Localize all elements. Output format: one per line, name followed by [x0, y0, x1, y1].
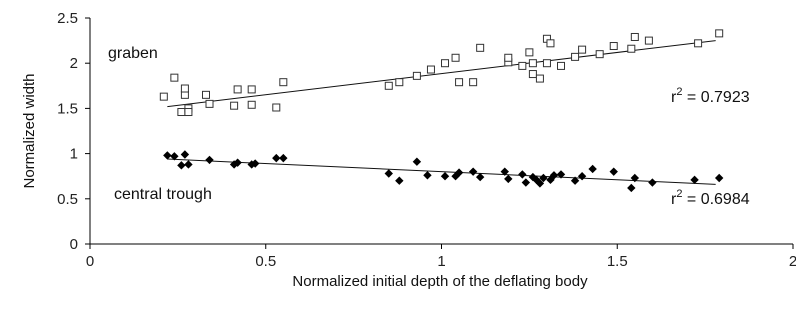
- x-tick-label: 2: [789, 253, 796, 270]
- graben-point: [205, 99, 214, 108]
- x-tick-label: 1.5: [607, 253, 628, 270]
- series-label-central-trough: central trough: [114, 186, 212, 203]
- graben-point: [412, 71, 421, 80]
- graben-point: [455, 78, 464, 87]
- graben-point: [518, 61, 527, 70]
- graben-point: [578, 45, 587, 54]
- central-trough-point: [205, 155, 214, 165]
- y-axis-title: Normalized width: [21, 73, 38, 188]
- central-trough-point: [690, 175, 699, 185]
- r2-label-graben: r2 = 0.7923: [671, 86, 750, 106]
- central-trough-point: [468, 167, 478, 176]
- graben-point: [247, 100, 256, 109]
- central-trough-point: [627, 183, 636, 193]
- graben-point: [395, 78, 404, 87]
- y-tick-label: 1.5: [57, 100, 78, 117]
- graben-point: [535, 74, 544, 83]
- graben-point: [546, 39, 555, 48]
- graben-point: [272, 103, 281, 112]
- graben-point: [571, 52, 580, 61]
- axes: [89, 18, 793, 245]
- central-trough-point: [556, 170, 566, 179]
- central-trough-point: [247, 160, 256, 169]
- graben-point: [627, 44, 636, 53]
- central-trough-point: [521, 178, 531, 187]
- graben-point: [170, 73, 179, 82]
- central-trough-point: [395, 176, 404, 185]
- central-trough-point: [518, 170, 527, 179]
- central-trough-point: [412, 157, 422, 166]
- central-trough-point: [539, 173, 548, 183]
- y-tick-label: 2.5: [57, 10, 78, 27]
- central-trough-point: [504, 174, 513, 184]
- graben-point: [426, 65, 435, 74]
- graben-point: [451, 53, 460, 62]
- x-tick-label: 0: [86, 253, 94, 270]
- central-trough-point: [475, 172, 485, 182]
- central-trough-point: [609, 167, 618, 176]
- graben-point: [644, 36, 653, 45]
- ticks: 0 0.5 1 1.5 2 0 0.5 1 1.5 2 2.5: [57, 10, 796, 270]
- trendline-graben: [167, 40, 716, 108]
- central-trough-point: [570, 176, 580, 185]
- central-trough-point: [423, 171, 432, 180]
- graben-point: [184, 108, 193, 117]
- central-trough-point: [163, 151, 172, 160]
- central-trough-point: [279, 153, 288, 163]
- central-trough-point: [577, 172, 587, 181]
- central-trough-point: [177, 161, 186, 170]
- graben-point: [230, 101, 239, 110]
- y-tick-label: 1: [70, 146, 78, 163]
- graben-point: [441, 59, 450, 68]
- graben-point: [279, 78, 288, 87]
- graben-point: [542, 59, 551, 68]
- central-trough-point: [251, 159, 260, 168]
- data-points: [159, 29, 724, 193]
- graben-point: [233, 85, 242, 94]
- central-trough-point: [549, 171, 559, 180]
- y-tick-label: 2: [70, 55, 78, 72]
- x-tick-label: 0.5: [255, 253, 276, 270]
- graben-point: [504, 53, 513, 62]
- graben-point: [525, 48, 534, 57]
- central-trough-point: [384, 169, 393, 178]
- central-trough-point: [535, 179, 545, 188]
- graben-point: [247, 85, 256, 94]
- graben-point: [630, 32, 639, 41]
- graben-point: [694, 39, 703, 48]
- graben-point: [201, 90, 210, 99]
- r2-label-central-trough: r2 = 0.6984: [671, 188, 750, 208]
- central-trough-point: [500, 167, 509, 176]
- y-tick-label: 0: [70, 236, 78, 253]
- graben-point: [595, 50, 604, 59]
- graben-point: [528, 59, 537, 68]
- central-trough-point: [272, 153, 281, 163]
- graben-point: [476, 43, 485, 52]
- central-trough-point: [170, 152, 179, 161]
- central-trough-point: [714, 173, 724, 183]
- central-trough-point: [630, 173, 640, 183]
- x-axis-title: Normalized initial depth of the deflatin…: [292, 273, 588, 290]
- central-trough-point: [454, 168, 464, 177]
- graben-point: [609, 42, 618, 51]
- central-trough-point: [648, 178, 657, 187]
- central-trough-point: [184, 160, 193, 169]
- central-trough-point: [233, 158, 242, 167]
- central-trough-point: [180, 150, 190, 159]
- graben-point: [469, 78, 478, 87]
- graben-point: [159, 92, 168, 101]
- graben-point: [528, 70, 537, 79]
- x-tick-label: 1: [437, 253, 445, 270]
- graben-point: [715, 29, 724, 38]
- graben-point: [557, 61, 566, 70]
- y-tick-label: 0.5: [57, 191, 78, 208]
- central-trough-point: [588, 164, 597, 174]
- graben-point: [180, 84, 189, 93]
- central-trough-point: [440, 172, 450, 181]
- graben-point: [177, 108, 186, 117]
- series-label-graben: graben: [108, 45, 158, 62]
- graben-point: [384, 81, 393, 90]
